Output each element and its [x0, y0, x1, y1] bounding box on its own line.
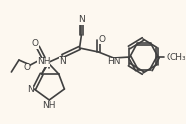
- Text: O: O: [99, 34, 106, 44]
- Text: N: N: [78, 16, 85, 25]
- Text: NH: NH: [37, 58, 50, 66]
- Text: N: N: [27, 84, 34, 93]
- Text: O: O: [23, 63, 30, 73]
- Text: O: O: [166, 52, 173, 62]
- Text: N: N: [59, 57, 66, 65]
- Text: NH: NH: [42, 101, 56, 110]
- Text: CH₃: CH₃: [170, 52, 186, 62]
- Text: HN: HN: [107, 58, 120, 66]
- Text: O: O: [32, 40, 39, 48]
